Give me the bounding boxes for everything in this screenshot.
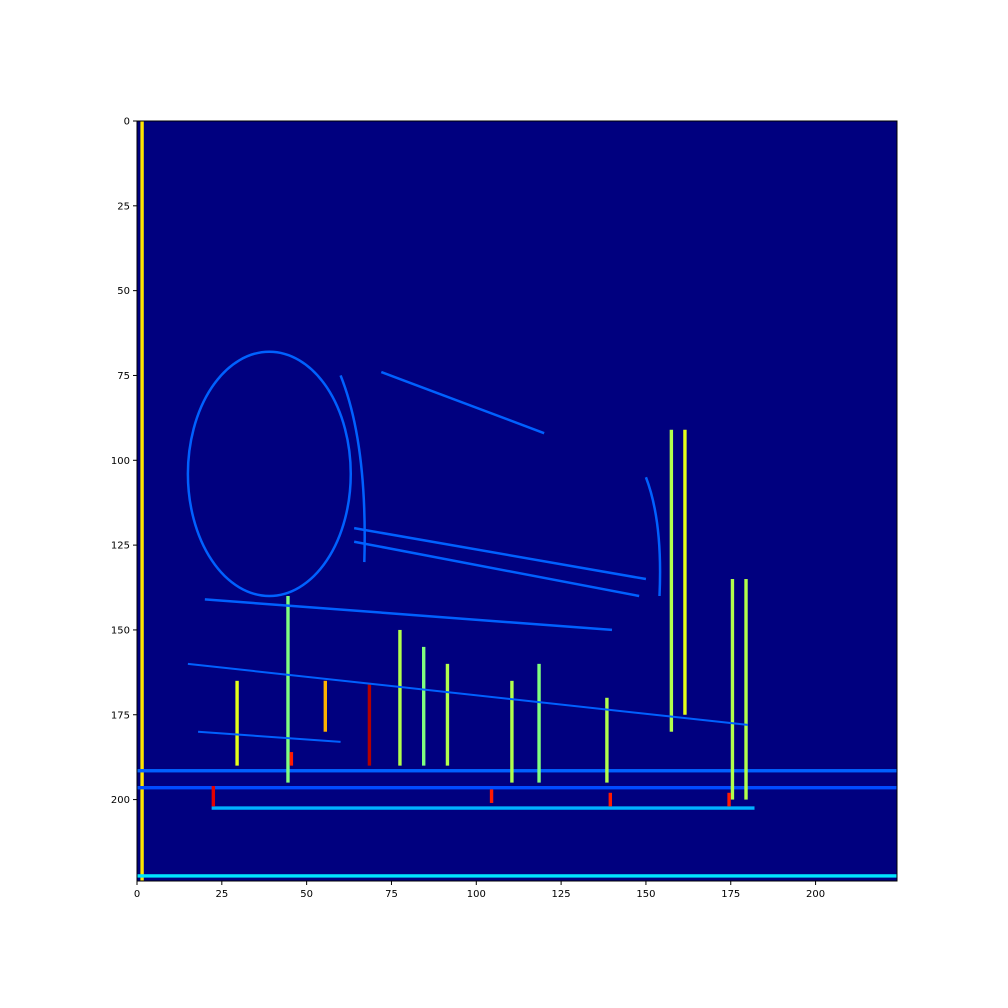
cell-rod-1	[398, 629, 402, 766]
x-tick-label: 0	[134, 889, 140, 900]
y-tick-label: 125	[111, 541, 130, 552]
cell-cab-window-bar	[323, 680, 327, 732]
roof-line	[380, 370, 545, 435]
y-tick-label: 175	[111, 710, 130, 721]
x-tick-label: 100	[467, 889, 486, 900]
frame-line	[204, 598, 613, 632]
y-tick-label: 100	[111, 456, 130, 467]
cell-rod-3	[445, 663, 450, 766]
cell-rod-2	[422, 646, 426, 766]
cell-track-base	[211, 806, 755, 810]
cell-track-red-3	[727, 792, 731, 807]
cell-rear-step-red	[211, 786, 216, 807]
running-board-2	[353, 540, 640, 598]
outline-sketch-layer	[186, 350, 748, 743]
x-tick-label: 50	[300, 889, 313, 900]
heatmap-background	[137, 121, 897, 881]
boiler-rear-outline	[186, 350, 353, 598]
cell-rod-4	[510, 680, 514, 783]
x-axis: 0 25 50 75 100 125 150 175 200	[134, 881, 825, 900]
cell-rod-5	[537, 663, 541, 783]
heatmap-cells	[137, 121, 897, 881]
y-tick-label: 0	[124, 117, 130, 128]
running-board-1	[353, 526, 647, 581]
y-tick-label: 150	[111, 625, 130, 636]
cell-front-post-2	[744, 579, 748, 800]
plot-area	[137, 121, 897, 881]
cell-ground-line-lower	[137, 786, 897, 790]
y-tick-label: 75	[117, 371, 130, 382]
x-tick-label: 25	[215, 889, 228, 900]
cell-cab-left-edge	[286, 596, 290, 783]
cell-wheel-red-1	[367, 684, 372, 766]
cell-smokestack-right	[683, 429, 687, 715]
x-tick-label: 150	[636, 889, 655, 900]
x-tick-label: 175	[721, 889, 740, 900]
cab-floor-line	[197, 730, 341, 743]
cell-track-red-1	[489, 789, 494, 803]
x-tick-label: 75	[385, 889, 398, 900]
cell-front-post-1	[730, 579, 735, 800]
y-tick-label: 50	[117, 286, 130, 297]
y-tick-label: 200	[111, 795, 130, 806]
cell-cab-red	[289, 752, 294, 766]
boiler-front-arc	[339, 375, 366, 563]
y-tick-label: 25	[117, 201, 130, 212]
y-axis: 0 25 50 75 100 125 150 175 200	[111, 117, 137, 806]
plot-frame	[136, 120, 898, 882]
front-dome-arc	[644, 476, 662, 597]
cell-bottom-border-row	[137, 874, 897, 878]
cell-rear-step	[235, 680, 239, 766]
cell-rod-6	[605, 697, 609, 783]
wheel-line	[187, 662, 748, 726]
cell-left-border-column	[140, 121, 144, 881]
cell-smokestack-left	[669, 429, 674, 732]
cell-track-red-2	[608, 792, 612, 807]
x-tick-label: 125	[552, 889, 571, 900]
x-tick-label: 200	[806, 889, 825, 900]
cell-ground-line-upper	[137, 769, 897, 773]
